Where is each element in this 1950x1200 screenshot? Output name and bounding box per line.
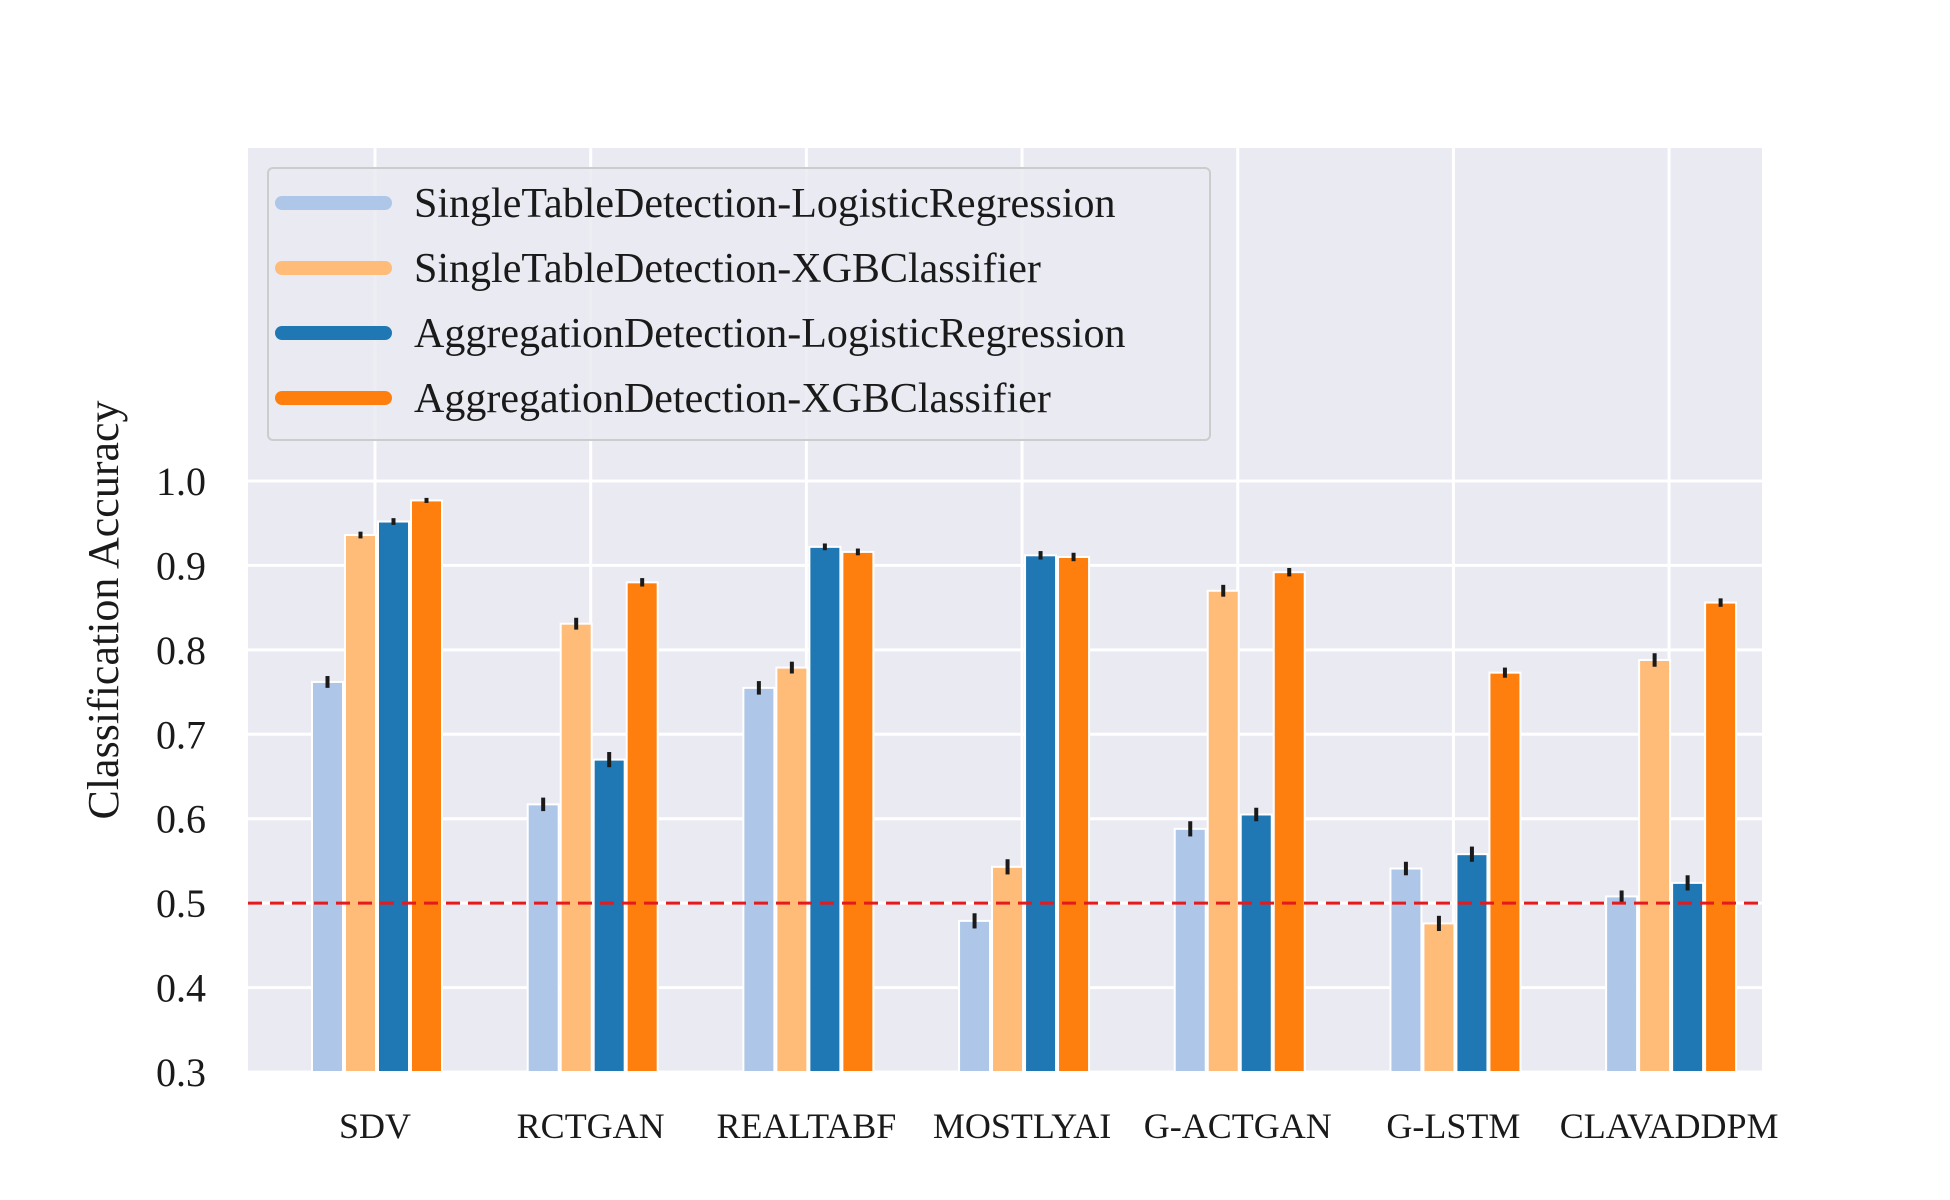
bar-SingleTableDetection-LogisticRegression-G-ACTGAN [1173, 827, 1207, 1073]
y-tick-label: 0.7 [156, 712, 206, 757]
bar-SingleTableDetection-LogisticRegression-G-LSTM [1389, 867, 1423, 1074]
x-category-label: G-LSTM [1386, 1106, 1520, 1146]
bar-AggregationDetection-LogisticRegression-G-ACTGAN [1239, 813, 1273, 1073]
bar-AggregationDetection-XGBClassifier-G-ACTGAN [1272, 571, 1306, 1073]
legend-label: AggregationDetection-XGBClassifier [414, 376, 1051, 422]
x-category-label: RCTGAN [517, 1106, 665, 1146]
y-tick-label: 1.0 [156, 459, 206, 504]
bar-SingleTableDetection-LogisticRegression-SDV [311, 680, 344, 1073]
bar-AggregationDetection-XGBClassifier-REALTABF [841, 550, 875, 1073]
y-axis-title: Classification Accuracy [79, 400, 128, 819]
legend: SingleTableDetection-LogisticRegression S… [267, 167, 1211, 441]
bar-AggregationDetection-XGBClassifier-RCTGAN [625, 581, 659, 1073]
bar-AggregationDetection-XGBClassifier-G-LSTM [1488, 671, 1522, 1073]
y-tick-label: 0.3 [156, 1050, 206, 1095]
bar-SingleTableDetection-XGBClassifier-SDV [344, 534, 377, 1073]
legend-label: SingleTableDetection-XGBClassifier [414, 246, 1041, 292]
y-tick-label: 0.4 [156, 966, 206, 1011]
x-category-label: MOSTLYAI [933, 1106, 1111, 1146]
bar-SingleTableDetection-LogisticRegression-REALTABF [742, 686, 776, 1073]
x-category-label: REALTABF [716, 1106, 896, 1146]
bar-AggregationDetection-LogisticRegression-G-LSTM [1455, 853, 1489, 1073]
bar-AggregationDetection-XGBClassifier-SDV [410, 499, 443, 1073]
x-category-label: G-ACTGAN [1144, 1106, 1332, 1146]
bar-AggregationDetection-XGBClassifier-CLAVADDPM [1704, 601, 1738, 1073]
x-category-label: SDV [339, 1106, 411, 1146]
bar-SingleTableDetection-XGBClassifier-RCTGAN [559, 622, 593, 1073]
bar-SingleTableDetection-XGBClassifier-G-ACTGAN [1206, 589, 1240, 1073]
bar-AggregationDetection-LogisticRegression-CLAVADDPM [1671, 881, 1705, 1073]
legend-box [267, 167, 1211, 441]
bar-SingleTableDetection-LogisticRegression-CLAVADDPM [1605, 895, 1639, 1073]
bar-AggregationDetection-LogisticRegression-REALTABF [808, 545, 842, 1073]
x-category-labels: SDV RCTGAN REALTABF MOSTLYAI G-ACTGAN G-LSTM C… [339, 1106, 1779, 1146]
legend-label: SingleTableDetection-LogisticRegression [414, 181, 1116, 227]
bar-SingleTableDetection-XGBClassifier-REALTABF [775, 666, 809, 1074]
bar-SingleTableDetection-XGBClassifier-CLAVADDPM [1638, 658, 1672, 1073]
y-tick-label: 0.6 [156, 797, 206, 842]
y-tick-label: 0.5 [156, 881, 206, 926]
y-tick-labels: 0.3 0.4 0.5 0.6 0.7 0.8 0.9 1.0 [156, 459, 206, 1095]
bar-AggregationDetection-LogisticRegression-SDV [377, 520, 410, 1073]
bar-SingleTableDetection-LogisticRegression-MOSTLYAI [958, 919, 992, 1073]
x-category-label: CLAVADDPM [1560, 1106, 1779, 1146]
bar-AggregationDetection-XGBClassifier-MOSTLYAI [1057, 555, 1091, 1073]
y-tick-label: 0.8 [156, 628, 206, 673]
bar-SingleTableDetection-LogisticRegression-RCTGAN [526, 803, 560, 1074]
bar-SingleTableDetection-XGBClassifier-G-LSTM [1422, 922, 1456, 1073]
legend-label: AggregationDetection-LogisticRegression [414, 311, 1125, 357]
bars [311, 497, 1738, 1074]
bar-SingleTableDetection-XGBClassifier-MOSTLYAI [991, 865, 1025, 1073]
y-tick-label: 0.9 [156, 543, 206, 588]
bar-AggregationDetection-LogisticRegression-MOSTLYAI [1024, 554, 1058, 1073]
bar-AggregationDetection-LogisticRegression-RCTGAN [592, 758, 626, 1073]
